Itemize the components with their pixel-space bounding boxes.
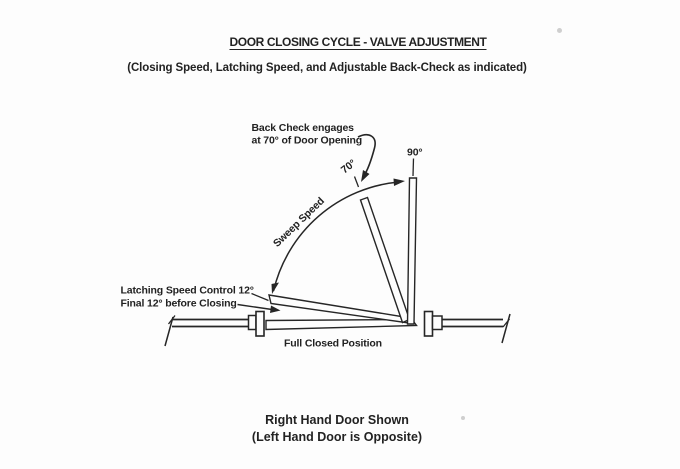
left-jamb-stop [247,314,257,331]
door-70-degrees [359,196,411,324]
right-wall-break-tick [502,318,511,328]
right-jamb-stop [431,315,443,331]
full-closed-label: Full Closed Position [284,338,382,350]
sweep-speed-label: Sweep Speed [271,195,327,250]
left-jamb-bar [255,310,265,337]
latching-label-line1: Latching Speed Control 12° [121,285,254,297]
back-check-label-line2: at 70° of Door Opening [252,135,363,147]
final-12-arrow-line [237,303,273,311]
footer-line2: (Left Hand Door is Opposite) [251,429,423,444]
page-title: DOOR CLOSING CYCLE - VALVE ADJUSTMENT [229,35,487,49]
back-check-arrow [357,133,376,177]
left-wall [164,310,265,347]
page-subtitle: (Closing Speed, Latching Speed, and Adju… [127,62,527,74]
left-wall-break-tick [167,315,176,325]
angle-90-label: 90° [407,147,422,159]
pointer-line-70 [353,176,360,188]
latching-label-line2: Final 12° before Closing [121,298,237,310]
footer-line1: Right Hand Door Shown [265,413,409,427]
angle-70-label: 70° [339,157,359,176]
right-wall-break-mark [501,313,511,344]
sweep-arc-lower-arrowhead [271,282,279,294]
footer-note: Right Hand Door Shown (Left Hand Door is… [0,412,677,445]
right-jamb-bar [423,310,434,337]
back-check-label-line1: Back Check engages [252,122,355,134]
scan-speck [557,28,562,33]
door-90-degrees [406,177,418,325]
sweep-arc-upper-arrowhead [393,178,405,186]
door-closed-position [265,318,418,331]
sweep-arc [272,181,400,292]
pointer-line-90 [412,158,415,177]
back-check-arrowhead [361,170,370,182]
pointer-line-latching [251,292,269,302]
left-wall-break-mark [164,316,174,347]
door-12-degrees [268,294,410,324]
final-12-arrowhead [270,305,281,313]
scan-speck [461,416,465,420]
right-wall [423,310,511,344]
